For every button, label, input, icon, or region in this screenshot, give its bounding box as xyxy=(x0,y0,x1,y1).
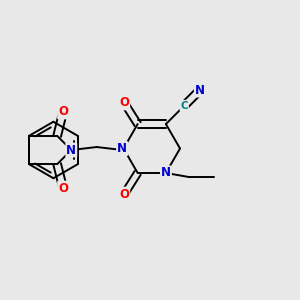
Text: O: O xyxy=(58,105,68,119)
Text: C: C xyxy=(180,101,188,111)
Text: N: N xyxy=(161,167,171,179)
Text: N: N xyxy=(66,143,76,157)
Text: O: O xyxy=(58,182,68,195)
Text: N: N xyxy=(117,142,127,155)
Text: O: O xyxy=(119,96,129,110)
Text: N: N xyxy=(195,84,205,97)
Text: O: O xyxy=(119,188,129,201)
